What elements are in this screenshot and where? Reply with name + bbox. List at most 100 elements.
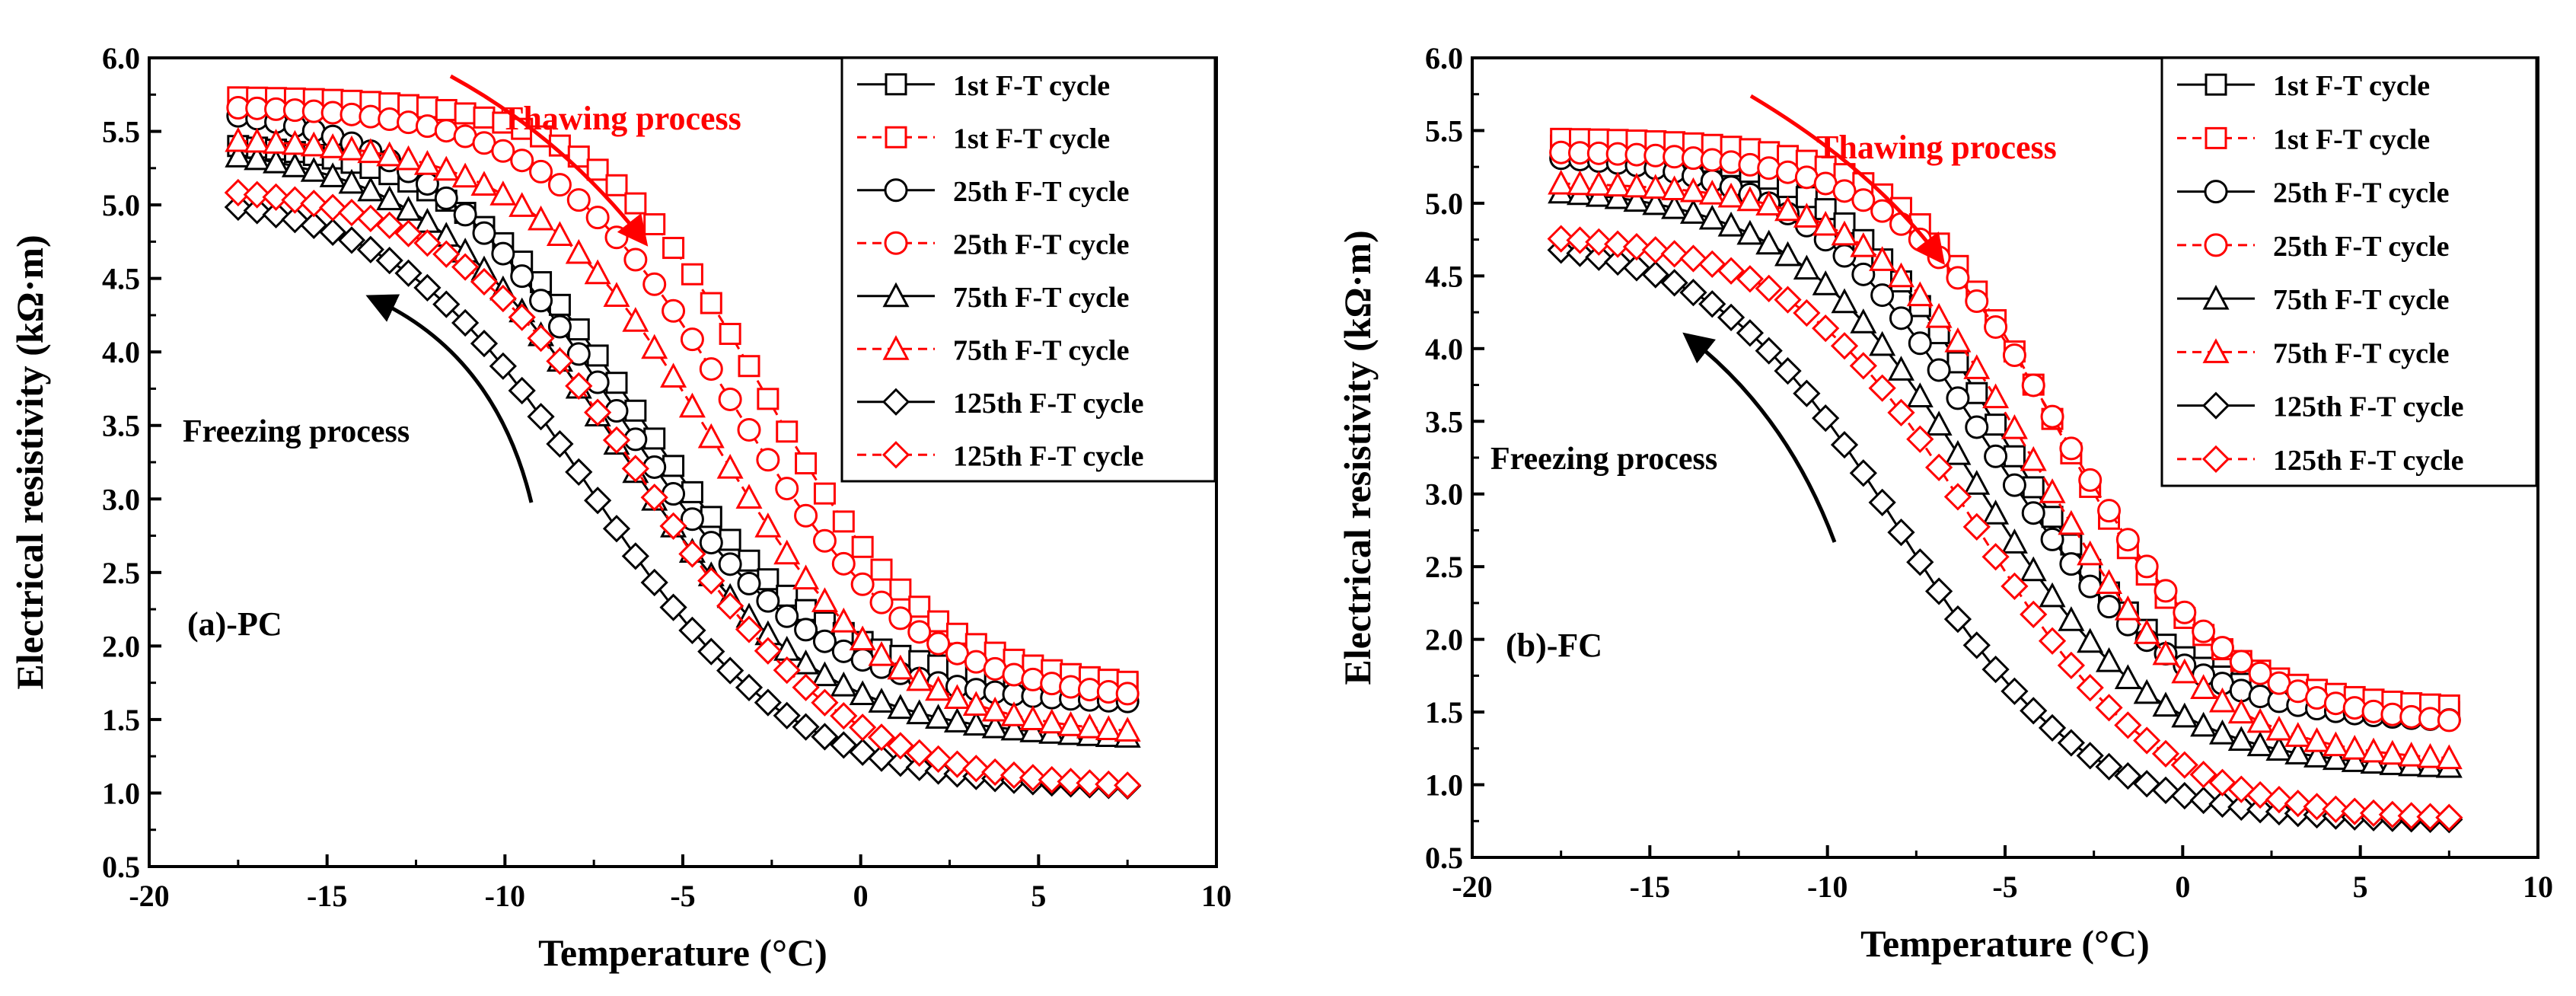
data-point <box>2229 650 2253 674</box>
data-point <box>473 106 496 129</box>
data-point <box>378 107 402 132</box>
data-point <box>434 186 458 210</box>
y-axis-label: Electrical resistivity (kΩ·m) <box>1336 230 1379 685</box>
data-point <box>699 531 723 555</box>
data-point <box>263 129 290 154</box>
data-point <box>851 535 874 558</box>
data-point <box>2021 373 2045 397</box>
y-tick-label: 2.0 <box>102 629 140 663</box>
panel-a-chart: -20 -15 -10 -5 0 5 10 0.5 1.0 1.5 2.0 2.5 3.0 3.5 4.0 4… <box>8 41 1232 974</box>
data-point <box>622 307 649 332</box>
data-point <box>1831 220 1858 246</box>
data-point <box>1755 190 1783 216</box>
legend-marker-circle <box>2204 180 2228 204</box>
series-line <box>1561 182 2450 760</box>
data-point <box>792 564 820 590</box>
data-point <box>754 688 782 717</box>
data-point <box>1076 713 1103 739</box>
data-point <box>962 710 990 736</box>
data-point <box>907 620 932 644</box>
data-point <box>2003 445 2026 468</box>
data-point <box>470 329 499 358</box>
data-point <box>584 259 611 285</box>
data-point <box>1869 330 1896 356</box>
data-point <box>1906 425 1934 453</box>
data-point <box>981 696 1009 722</box>
data-point <box>529 159 553 184</box>
y-tick-label: 1.5 <box>1425 695 1463 729</box>
data-point <box>2151 739 2180 768</box>
data-point <box>2057 729 2086 757</box>
y-tick-label: 5.5 <box>102 115 140 149</box>
data-point <box>2435 744 2463 770</box>
data-point <box>1698 204 1726 230</box>
data-point <box>1812 404 1840 433</box>
data-point <box>510 264 534 289</box>
data-point <box>224 193 252 222</box>
data-point <box>1717 303 1745 331</box>
data-point <box>2171 658 2198 684</box>
data-point <box>413 273 442 302</box>
data-point <box>1623 172 1650 198</box>
data-point <box>508 376 536 405</box>
y-tick-label: 5.0 <box>102 188 140 222</box>
data-point <box>1736 186 1764 212</box>
data-point <box>719 322 741 345</box>
data-point <box>567 145 590 168</box>
x-tick-label: 0 <box>853 879 869 913</box>
data-point <box>2077 627 2104 653</box>
legend-label: 25th F-T cycle <box>2273 177 2449 209</box>
data-point <box>1793 298 1821 327</box>
data-point <box>773 701 801 729</box>
data-point <box>1661 193 1688 219</box>
data-point <box>812 629 837 653</box>
data-point <box>1755 337 1783 365</box>
data-point <box>659 593 687 621</box>
data-point <box>586 344 609 367</box>
data-point <box>641 334 668 359</box>
x-tick-label: -10 <box>485 879 525 913</box>
data-point <box>1943 483 1972 511</box>
data-point <box>2227 726 2255 752</box>
x-tick-label: 10 <box>2523 870 2553 904</box>
data-point <box>776 420 799 443</box>
x-tick-label: -15 <box>1630 870 1670 904</box>
data-point <box>1965 381 1988 404</box>
freezing-arrow <box>1682 332 1837 543</box>
data-point <box>811 723 839 751</box>
y-tick-label: 3.5 <box>102 409 140 443</box>
x-tick-label: 5 <box>1031 879 1046 913</box>
data-point <box>1040 672 1064 696</box>
data-point <box>2039 478 2066 503</box>
data-point <box>2246 731 2274 757</box>
data-point <box>2096 646 2123 672</box>
data-point <box>281 186 309 214</box>
data-point <box>1906 281 1934 307</box>
data-point <box>887 694 914 720</box>
data-point <box>2397 802 2425 830</box>
data-point <box>738 549 760 572</box>
data-point <box>1604 171 1631 197</box>
data-point <box>225 126 252 152</box>
data-point <box>2435 803 2463 832</box>
data-point <box>2038 627 2067 655</box>
data-point <box>1717 211 1745 237</box>
data-point <box>527 324 555 353</box>
series-circle-thawing <box>226 96 1140 706</box>
data-point <box>1661 175 1688 201</box>
data-point <box>413 208 441 233</box>
legend-label: 1st F-T cycle <box>953 123 1110 155</box>
data-point <box>792 713 820 741</box>
x-axis-label: Temperature (°C) <box>538 931 827 974</box>
data-point <box>2398 741 2425 767</box>
data-point <box>319 193 347 222</box>
data-point <box>889 578 912 601</box>
series-diamond-thawing <box>1547 225 2463 832</box>
data-point <box>413 150 441 175</box>
data-point <box>2322 731 2349 757</box>
y-tick-label: 4.0 <box>102 335 140 369</box>
data-point <box>1114 717 1141 742</box>
data-point <box>945 622 968 645</box>
data-point <box>1830 332 1859 360</box>
data-point <box>795 452 818 475</box>
